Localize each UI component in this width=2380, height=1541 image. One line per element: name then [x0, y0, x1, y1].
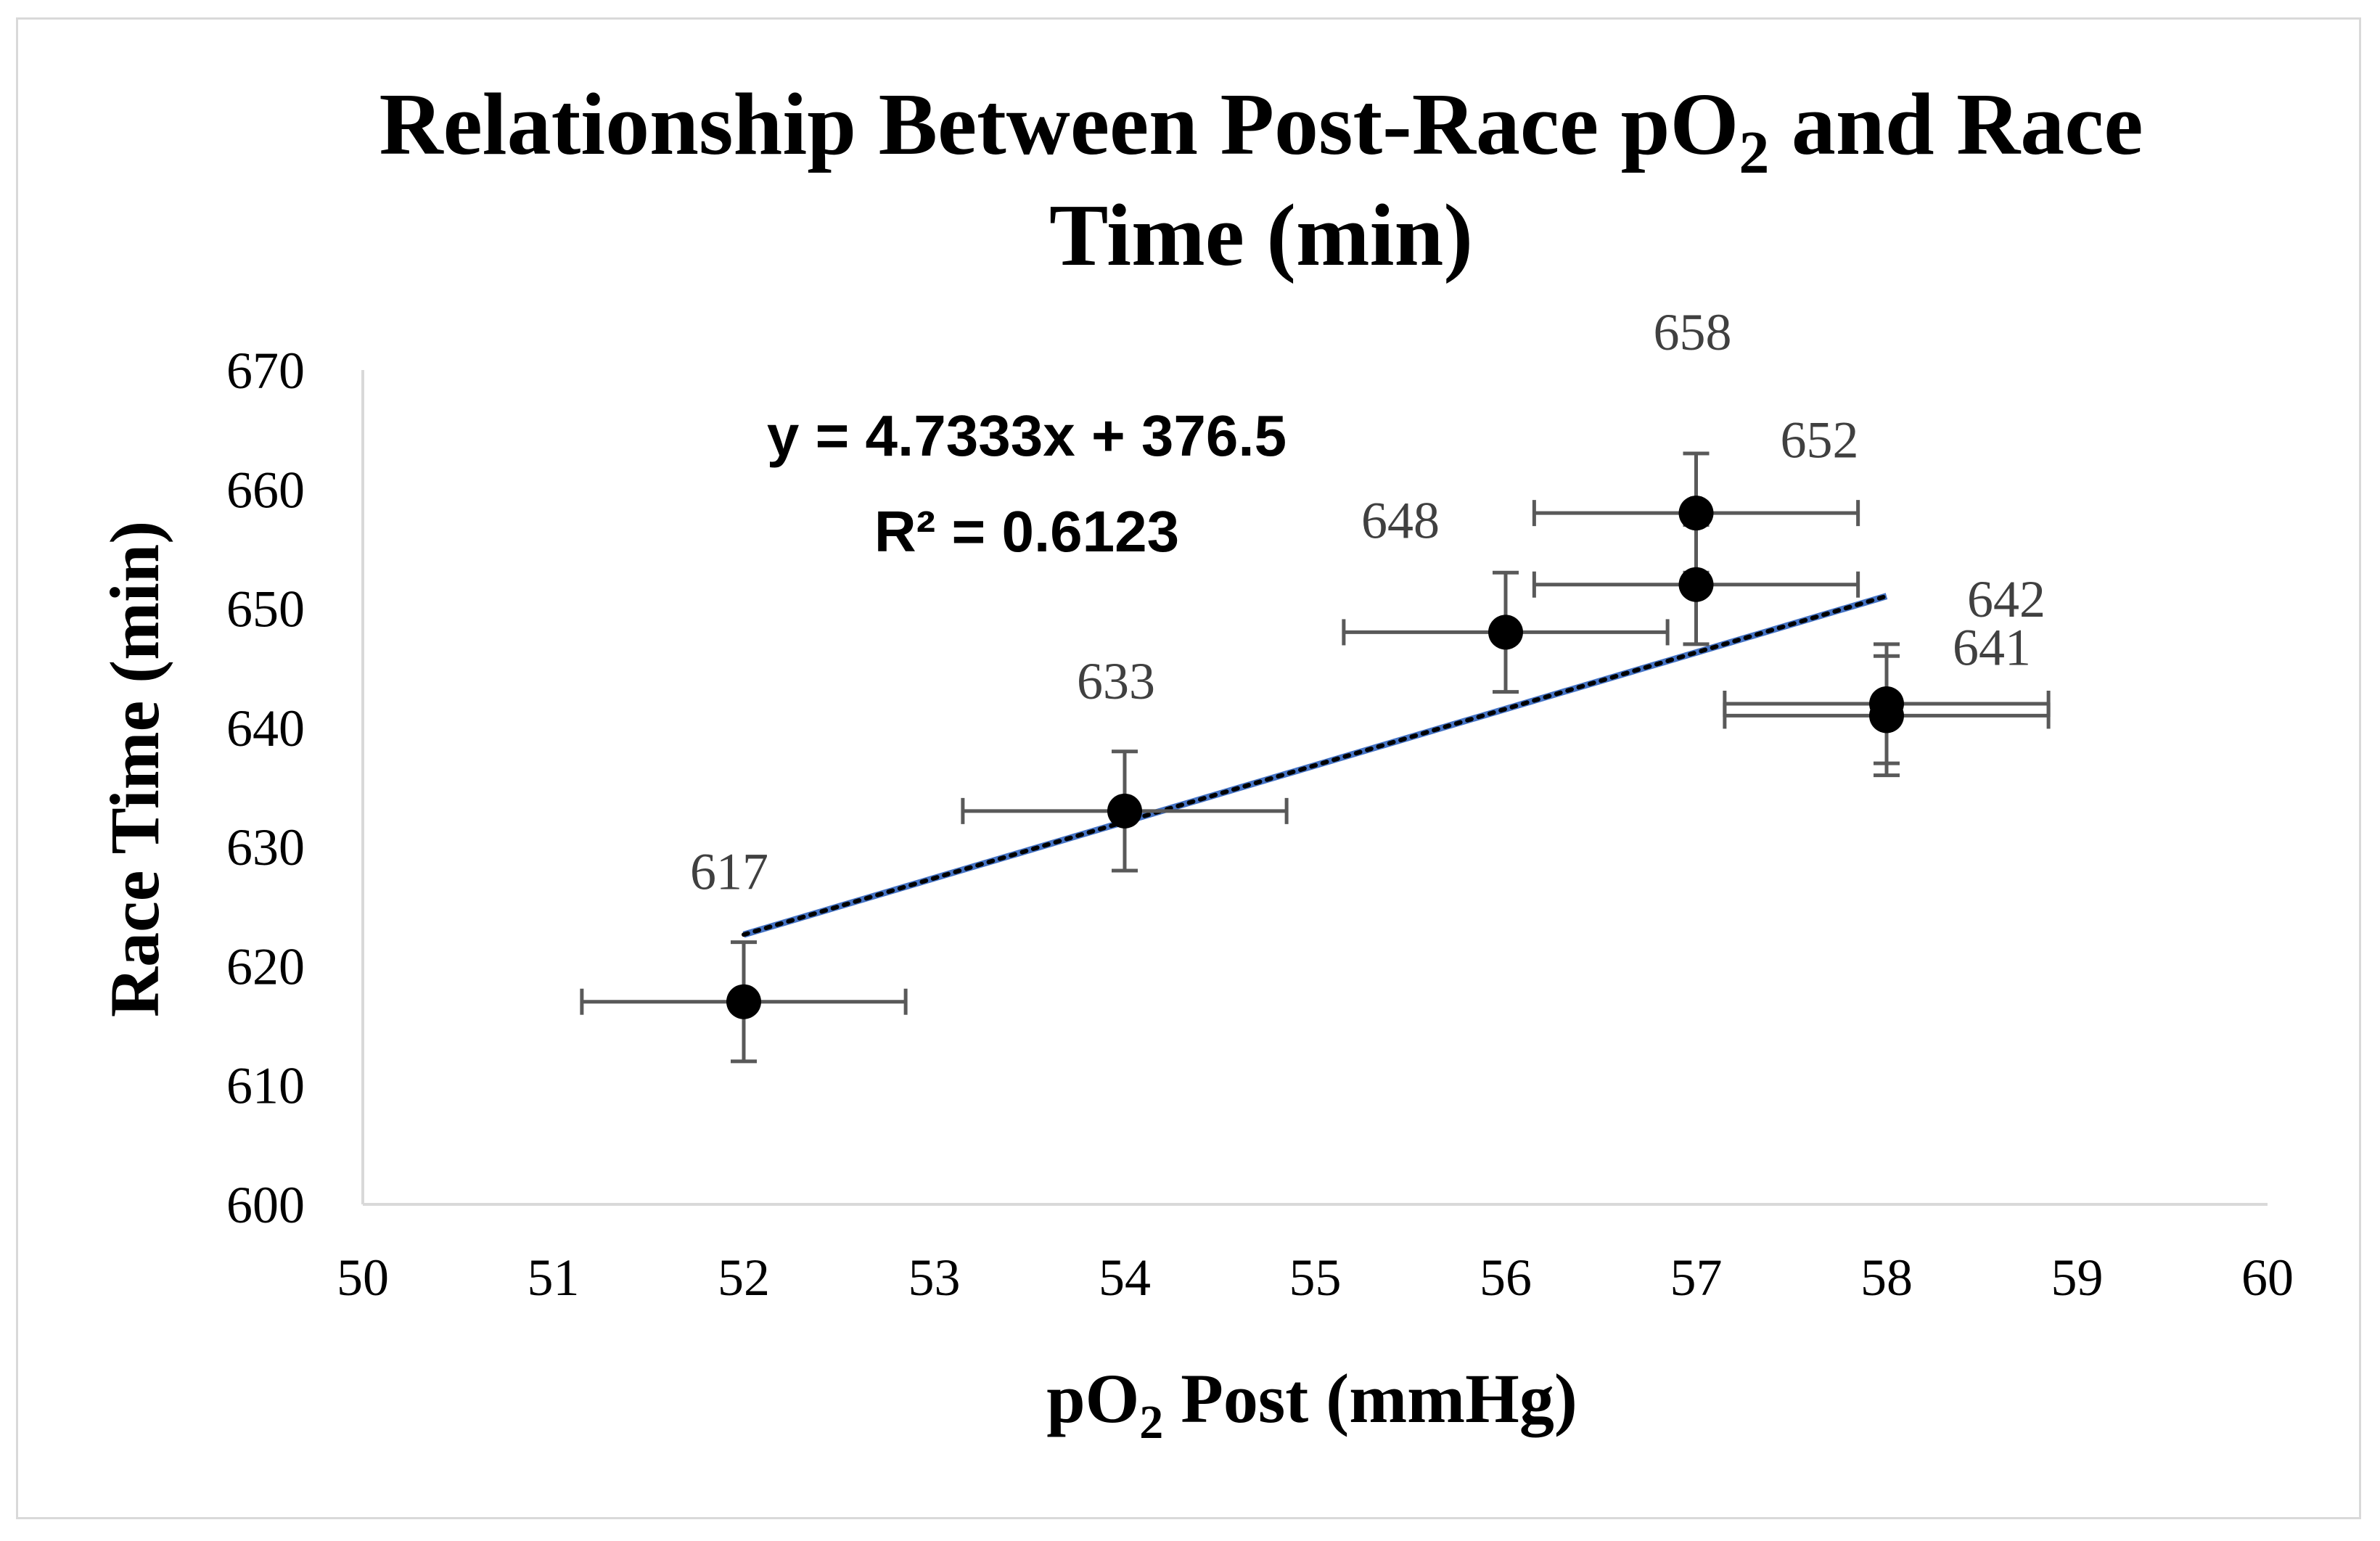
trendline-equation: y = 4.7333x + 376.5 — [767, 403, 1287, 468]
data-label: 633 — [1077, 652, 1155, 710]
y-tick-label: 650 — [226, 580, 305, 638]
trendline-group — [742, 593, 1889, 938]
x-axis-title: pO2 Post (mmHg) — [1046, 1360, 1577, 1449]
x-tick-label: 56 — [1480, 1249, 1532, 1307]
x-tick-label: 60 — [2241, 1249, 2294, 1307]
y-axis-title: Race Time (min) — [96, 521, 173, 1017]
data-point — [1107, 793, 1142, 829]
y-tick-label: 620 — [226, 937, 305, 995]
data-point — [1869, 686, 1904, 721]
trendline-r-squared: R² = 0.6123 — [874, 499, 1179, 564]
y-tick-label: 600 — [226, 1176, 305, 1234]
data-points — [726, 496, 1904, 1019]
axes — [361, 370, 2268, 1206]
x-tick-label: 51 — [528, 1249, 580, 1307]
x-tick-label: 52 — [718, 1249, 770, 1307]
x-tick-label: 55 — [1289, 1249, 1342, 1307]
tick-labels: 50 51 52 53 54 55 56 57 58 59 60 600 610 620 630 640 650… — [226, 342, 2294, 1307]
chart-title-line2: Time (min) — [1049, 186, 1473, 284]
data-label: 642 — [1967, 570, 2045, 628]
y-tick-label: 640 — [226, 699, 305, 757]
x-tick-label: 59 — [2051, 1249, 2104, 1307]
data-label: 658 — [1654, 303, 1732, 361]
data-point — [1678, 567, 1714, 602]
x-tick-label: 53 — [908, 1249, 961, 1307]
data-point — [726, 984, 761, 1019]
data-label: 648 — [1361, 491, 1440, 549]
x-tick-label: 58 — [1860, 1249, 1913, 1307]
y-tick-label: 670 — [226, 342, 305, 400]
y-tick-label: 610 — [226, 1057, 305, 1115]
y-tick-label: 660 — [226, 461, 305, 519]
y-tick-label: 630 — [226, 818, 305, 876]
data-point — [1488, 615, 1523, 650]
data-label: 617 — [690, 843, 768, 901]
data-label: 641 — [1953, 618, 2031, 676]
trendline-dots — [742, 593, 1889, 937]
x-tick-label: 50 — [337, 1249, 389, 1307]
x-tick-label: 57 — [1670, 1249, 1723, 1307]
error-bars — [580, 451, 2051, 1064]
chart-title-line1: Relationship Between Post-Race pO2 and R… — [379, 75, 2143, 186]
x-tick-label: 54 — [1099, 1249, 1151, 1307]
chart-frame — [16, 17, 2361, 1519]
data-label: 652 — [1781, 411, 1859, 469]
data-point — [1678, 496, 1714, 531]
